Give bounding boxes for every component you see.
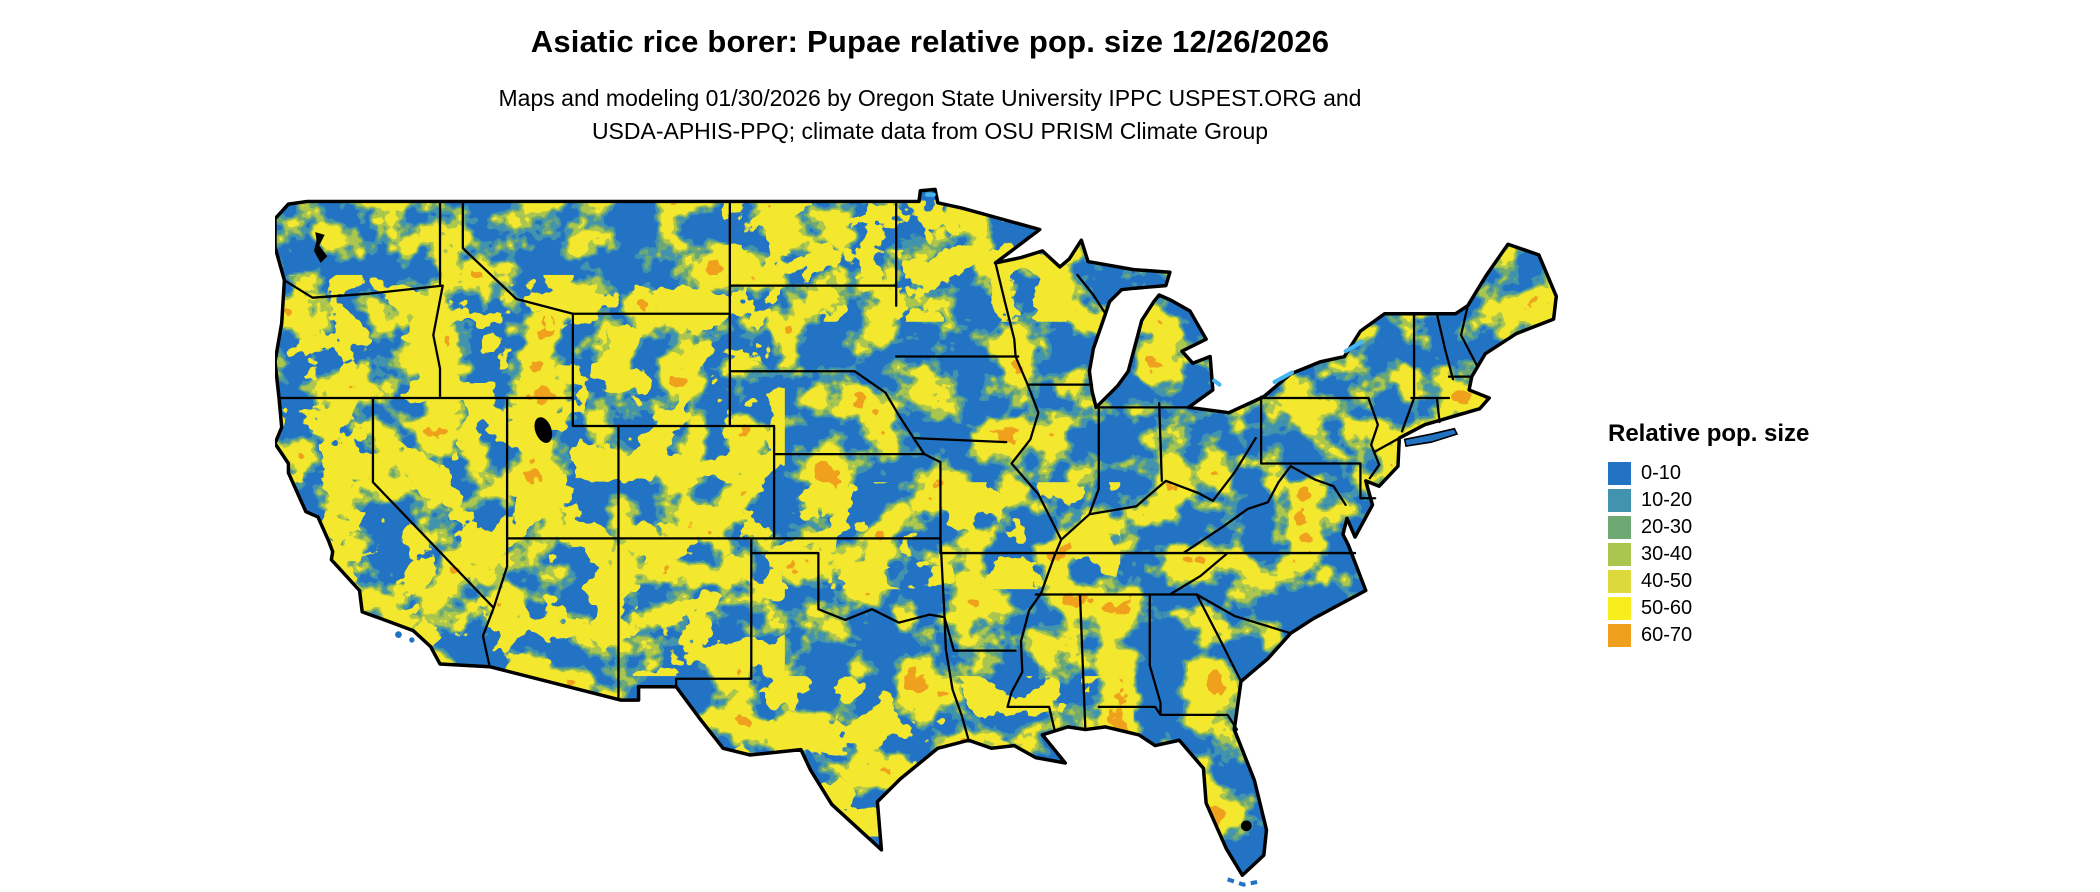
legend-swatch [1608, 543, 1631, 566]
page-subtitle-line1: Maps and modeling 01/30/2026 by Oregon S… [498, 85, 1362, 111]
puget-sound [313, 232, 328, 263]
legend-title: Relative pop. size [1608, 420, 1810, 447]
lake-edge-water-marks [925, 192, 1364, 387]
band-boost-north [717, 189, 1067, 322]
page-subtitle: Maps and modeling 01/30/2026 by Oregon S… [0, 82, 1860, 148]
legend-label: 20-30 [1641, 516, 1693, 538]
us-map [275, 187, 1559, 887]
band-boost-gulf [731, 676, 1134, 837]
legend-item: 40-50 [1608, 570, 1908, 593]
legend-item: 20-30 [1608, 516, 1908, 539]
population-raster [275, 189, 1557, 876]
lake-okeechobee [1241, 820, 1252, 832]
legend-swatch [1608, 489, 1631, 512]
legend-label: 10-20 [1641, 489, 1693, 511]
legend-label: 50-60 [1641, 597, 1693, 619]
long-island [1403, 427, 1459, 448]
us-outline [275, 187, 1559, 878]
state-borders [277, 200, 1479, 742]
us-map-container [275, 168, 1563, 890]
legend-label: 60-70 [1641, 624, 1693, 646]
great-salt-lake [534, 417, 553, 443]
page-title: Asiatic rice borer: Pupae relative pop. … [530, 24, 1330, 59]
legend-item: 50-60 [1608, 597, 1908, 620]
legend-swatch [1608, 516, 1631, 539]
legend-item: 10-20 [1608, 489, 1908, 512]
legend-swatch [1608, 597, 1631, 620]
legend-label: 30-40 [1641, 543, 1693, 565]
channel-island [395, 631, 402, 638]
legend-label: 40-50 [1641, 570, 1693, 592]
legend-swatch [1608, 462, 1631, 485]
legend-label: 0-10 [1641, 462, 1682, 484]
legend-swatch [1608, 624, 1631, 647]
florida-keys [1226, 877, 1258, 887]
band-boost-west [275, 274, 785, 677]
legend-swatch [1608, 570, 1631, 593]
legend-item: 30-40 [1608, 543, 1908, 566]
channel-island [409, 637, 415, 643]
legend: Relative pop. size 0-10 10-20 20-30 30-4… [1608, 420, 1908, 651]
page-subtitle-line2: USDA-APHIS-PPQ; climate data from OSU PR… [591, 118, 1269, 144]
legend-item: 60-70 [1608, 624, 1908, 647]
legend-item: 0-10 [1608, 462, 1908, 485]
